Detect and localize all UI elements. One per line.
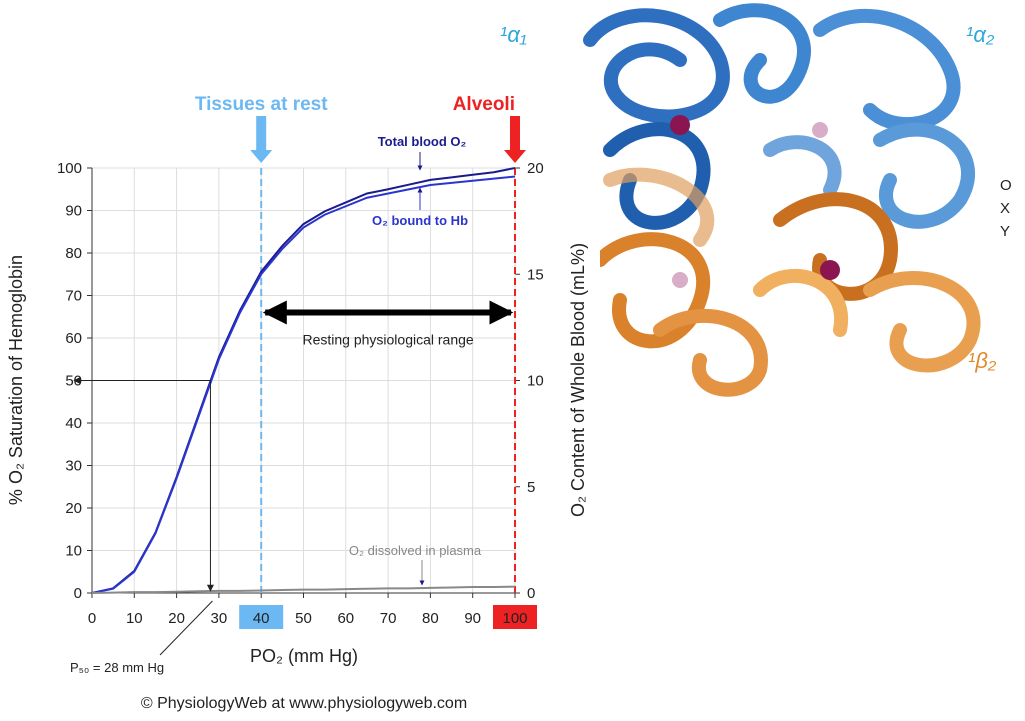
structure-label: ¹α₁: [500, 22, 527, 47]
y2-tick-label: 15: [527, 266, 544, 283]
x-axis-label: PO₂ (mm Hg): [250, 646, 358, 666]
y-axis-label: % O₂ Saturation of Hemoglobin: [6, 255, 26, 505]
y-tick-label: 10: [65, 543, 82, 560]
series-label: O₂ dissolved in plasma: [349, 543, 482, 558]
x-tick-label: 40: [253, 610, 270, 627]
y-tick-label: 20: [65, 500, 82, 517]
x-tick-label: 10: [126, 610, 143, 627]
marker-label: Alveoli: [453, 94, 515, 115]
y-tick-label: 70: [65, 288, 82, 305]
structure-label: Y: [1000, 223, 1010, 240]
series-label: O₂ bound to Hb: [372, 213, 468, 228]
y2-tick-label: 5: [527, 479, 535, 496]
y-tick-label: 40: [65, 415, 82, 432]
x-tick-label: 70: [380, 610, 397, 627]
structure-label: ¹α₂: [966, 22, 995, 47]
structure-label: O: [1000, 177, 1012, 194]
y-tick-label: 100: [57, 160, 82, 177]
chart: ¹α₁ ¹α₂ ¹β₂ O X Y PO₂ (mm Hg) % O₂ Satur…: [0, 0, 1025, 716]
structure-label: ¹β₂: [968, 348, 997, 373]
x-tick-label: 30: [211, 610, 228, 627]
x-tick-label: 60: [337, 610, 354, 627]
y-tick-label: 30: [65, 458, 82, 475]
y2-tick-label: 10: [527, 373, 544, 390]
x-tick-label: 20: [168, 610, 185, 627]
structure-label: X: [1000, 200, 1010, 217]
y2-tick-label: 20: [527, 160, 544, 177]
x-tick-label: 80: [422, 610, 439, 627]
protein-illustration: [530, 0, 1025, 400]
p50-label: P₅₀ = 28 mm Hg: [70, 660, 164, 675]
x-tick-label: 100: [502, 610, 527, 627]
x-tick-label: 50: [295, 610, 312, 627]
y-tick-label: 90: [65, 203, 82, 220]
credit: © PhysiologyWeb at www.physiologyweb.com: [141, 695, 467, 712]
range-label: Resting physiological range: [302, 332, 473, 348]
marker-label: Tissues at rest: [195, 94, 328, 115]
y-tick-label: 60: [65, 330, 82, 347]
y-tick-label: 0: [74, 585, 82, 602]
x-tick-label: 0: [88, 610, 96, 627]
y2-axis-label: O₂ Content of Whole Blood (mL%): [568, 243, 588, 517]
y2-tick-label: 0: [527, 585, 535, 602]
y-tick-label: 80: [65, 245, 82, 262]
series-label: Total blood O₂: [378, 134, 467, 149]
x-tick-label: 90: [464, 610, 481, 627]
